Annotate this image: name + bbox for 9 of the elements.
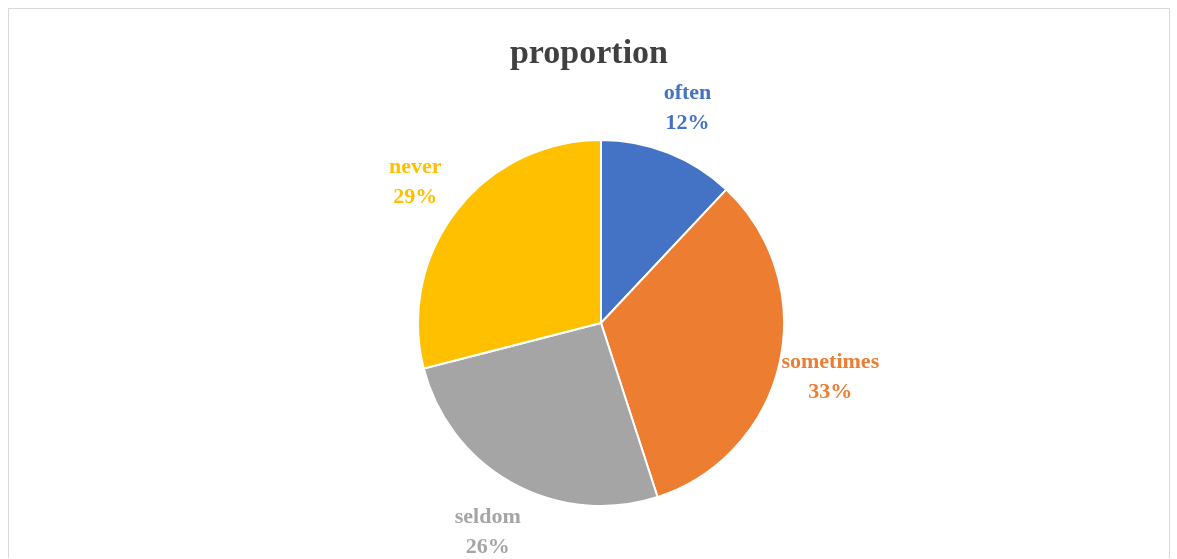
chart-title: proportion — [509, 33, 669, 70]
data-label: 33% — [808, 378, 853, 404]
slice-label: often — [663, 78, 712, 104]
slice-label: never — [389, 152, 442, 178]
data-label: 29% — [393, 182, 438, 208]
slice-label: seldom — [454, 502, 521, 528]
slice-label: sometimes — [781, 348, 880, 374]
data-label: 12% — [665, 108, 710, 134]
data-label: 26% — [465, 532, 510, 558]
